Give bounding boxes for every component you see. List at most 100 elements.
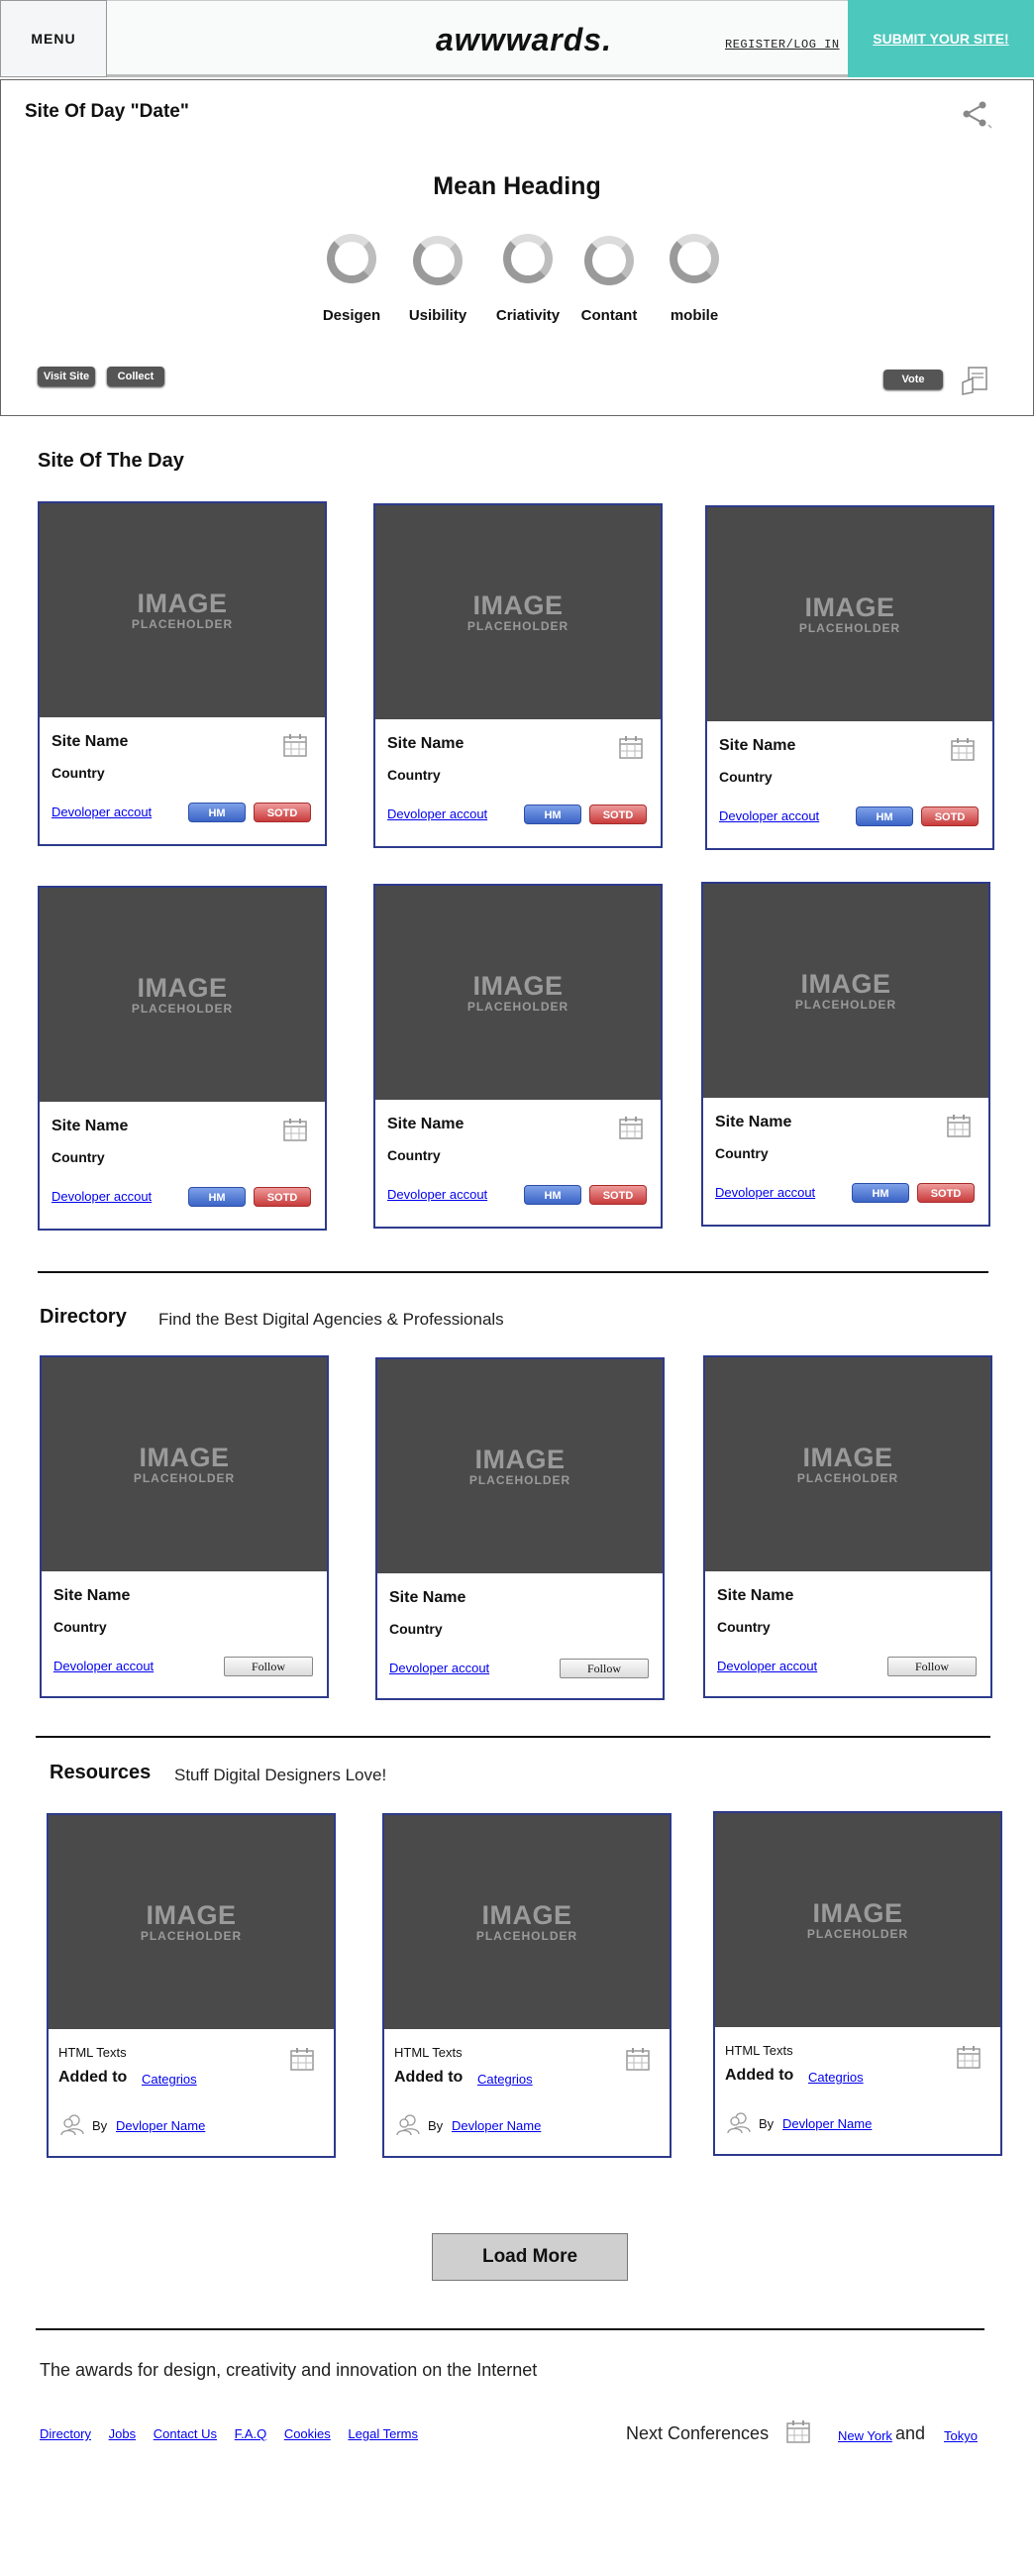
hm-button[interactable]: HM: [856, 806, 913, 826]
image-placeholder: IMAGE PLACEHOLDER: [703, 884, 988, 1098]
image-placeholder: IMAGE PLACEHOLDER: [49, 1815, 334, 2029]
directory-card[interactable]: IMAGE PLACEHOLDER Site Name Country Devol…: [40, 1355, 329, 1698]
collect-button[interactable]: Collect: [107, 367, 164, 386]
category-link[interactable]: Categrios: [808, 2070, 864, 2085]
developer-account-link[interactable]: Devoloper accout: [389, 1661, 490, 1675]
sotd-card[interactable]: IMAGE PLACEHOLDER Site Name Country Devol…: [701, 882, 990, 1227]
sotd-button[interactable]: SOTD: [254, 803, 311, 822]
sotd-button[interactable]: SOTD: [589, 805, 647, 824]
added-to-label: Added to: [725, 2067, 794, 2084]
resource-card[interactable]: IMAGE PLACEHOLDER HTML Texts Added to Cat…: [382, 1813, 672, 2158]
follow-button[interactable]: Follow: [887, 1657, 977, 1676]
calendar-icon[interactable]: [290, 2047, 316, 2073]
share-icon[interactable]: [959, 99, 992, 129]
developer-name-link[interactable]: Devloper Name: [782, 2116, 873, 2131]
site-name: Site Name: [53, 1587, 131, 1604]
hm-button[interactable]: HM: [524, 1185, 581, 1205]
site-logo[interactable]: awwwards.: [436, 22, 612, 57]
footer-link-jobs[interactable]: Jobs: [108, 2426, 137, 2441]
category-link[interactable]: Categrios: [142, 2072, 197, 2087]
hm-button[interactable]: HM: [188, 803, 246, 822]
resource-type: HTML Texts: [394, 2045, 463, 2060]
menu-button[interactable]: MENU: [0, 0, 107, 77]
mean-heading: Mean Heading: [433, 172, 601, 200]
calendar-icon[interactable]: [619, 735, 645, 761]
user-icon: [60, 2114, 84, 2136]
site-name: Site Name: [387, 1116, 465, 1132]
sotd-card[interactable]: IMAGE PLACEHOLDER Site Name Country Devol…: [38, 501, 327, 846]
developer-name-link[interactable]: Devloper Name: [116, 2118, 206, 2133]
load-more-button[interactable]: Load More: [432, 2233, 628, 2281]
developer-account-link[interactable]: Devoloper accout: [52, 805, 153, 819]
footer-divider: [36, 2328, 984, 2330]
developer-name-link[interactable]: Devloper Name: [452, 2118, 542, 2133]
developer-account-link[interactable]: Devoloper accout: [53, 1659, 155, 1673]
sotd-button[interactable]: SOTD: [589, 1185, 647, 1205]
comment-icon[interactable]: [959, 365, 990, 396]
vote-button[interactable]: Vote: [883, 370, 943, 389]
calendar-icon[interactable]: [951, 737, 977, 763]
rating-gauge-usability: [413, 236, 463, 285]
calendar-icon[interactable]: [283, 1118, 309, 1143]
visit-site-button[interactable]: Visit Site: [38, 367, 95, 386]
sotd-section-title: Site Of The Day: [38, 450, 184, 472]
conference-city-link[interactable]: Tokyo: [944, 2428, 978, 2443]
footer-link-faq[interactable]: F.A.Q: [234, 2426, 267, 2441]
footer-link-directory[interactable]: Directory: [40, 2426, 92, 2441]
follow-button[interactable]: Follow: [560, 1659, 649, 1678]
sotd-card[interactable]: IMAGE PLACEHOLDER Site Name Country Devol…: [373, 884, 663, 1229]
resource-type: HTML Texts: [58, 2045, 127, 2060]
section-divider: [38, 1271, 988, 1273]
footer-link-legal[interactable]: Legal Terms: [348, 2426, 418, 2441]
calendar-icon[interactable]: [957, 2045, 982, 2071]
rating-gauge-design: [327, 234, 376, 283]
footer-link-cookies[interactable]: Cookies: [283, 2426, 331, 2441]
directory-card[interactable]: IMAGE PLACEHOLDER Site Name Country Devol…: [703, 1355, 992, 1698]
calendar-icon[interactable]: [619, 1116, 645, 1141]
footer-link-contact[interactable]: Contact Us: [153, 2426, 218, 2441]
submit-site-button[interactable]: SUBMIT YOUR SITE!: [848, 0, 1034, 77]
category-link[interactable]: Categrios: [477, 2072, 533, 2087]
directory-subtitle: Find the Best Digital Agencies & Profess…: [158, 1310, 504, 1329]
rating-label-creativity: Criativity: [495, 307, 561, 324]
by-label: By: [759, 2116, 775, 2131]
follow-button[interactable]: Follow: [224, 1657, 313, 1676]
site-country: Country: [715, 1145, 769, 1161]
hm-button[interactable]: HM: [852, 1183, 909, 1203]
next-conferences-label: Next Conferences: [626, 2423, 770, 2443]
hm-button[interactable]: HM: [524, 805, 581, 824]
footer-tagline: The awards for design, creativity and in…: [40, 2360, 538, 2380]
calendar-icon[interactable]: [626, 2047, 652, 2073]
sotd-card[interactable]: IMAGE PLACEHOLDER Site Name Country Devol…: [705, 505, 994, 850]
rating-label-design: Desigen: [322, 307, 381, 324]
image-placeholder: IMAGE PLACEHOLDER: [42, 1357, 327, 1571]
resource-card[interactable]: IMAGE PLACEHOLDER HTML Texts Added to Cat…: [713, 1811, 1002, 2156]
directory-card[interactable]: IMAGE PLACEHOLDER Site Name Country Devol…: [375, 1357, 665, 1700]
resource-type: HTML Texts: [725, 2043, 793, 2058]
site-country: Country: [389, 1621, 443, 1637]
developer-account-link[interactable]: Devoloper accout: [387, 1187, 488, 1202]
site-country: Country: [52, 765, 105, 781]
image-placeholder: IMAGE PLACEHOLDER: [384, 1815, 670, 2029]
sotd-button[interactable]: SOTD: [254, 1187, 311, 1207]
developer-account-link[interactable]: Devoloper accout: [387, 806, 488, 821]
developer-account-link[interactable]: Devoloper accout: [715, 1185, 816, 1200]
resources-subtitle: Stuff Digital Designers Love!: [174, 1766, 387, 1784]
site-name: Site Name: [719, 737, 796, 754]
sotd-card[interactable]: IMAGE PLACEHOLDER Site Name Country Devol…: [38, 886, 327, 1231]
developer-account-link[interactable]: Devoloper accout: [717, 1659, 818, 1673]
sotd-button[interactable]: SOTD: [921, 806, 979, 826]
register-login-link[interactable]: REGISTER/LOG IN: [725, 38, 840, 52]
calendar-icon[interactable]: [283, 733, 309, 759]
calendar-icon[interactable]: [947, 1114, 973, 1139]
image-placeholder: IMAGE PLACEHOLDER: [377, 1359, 663, 1573]
conference-city-link[interactable]: New York: [838, 2428, 892, 2443]
developer-account-link[interactable]: Devoloper accout: [52, 1189, 153, 1204]
resource-card[interactable]: IMAGE PLACEHOLDER HTML Texts Added to Cat…: [47, 1813, 336, 2158]
image-placeholder: IMAGE PLACEHOLDER: [375, 505, 661, 719]
section-divider: [36, 1736, 990, 1738]
sotd-button[interactable]: SOTD: [917, 1183, 975, 1203]
developer-account-link[interactable]: Devoloper accout: [719, 808, 820, 823]
hm-button[interactable]: HM: [188, 1187, 246, 1207]
sotd-card[interactable]: IMAGE PLACEHOLDER Site Name Country Devol…: [373, 503, 663, 848]
